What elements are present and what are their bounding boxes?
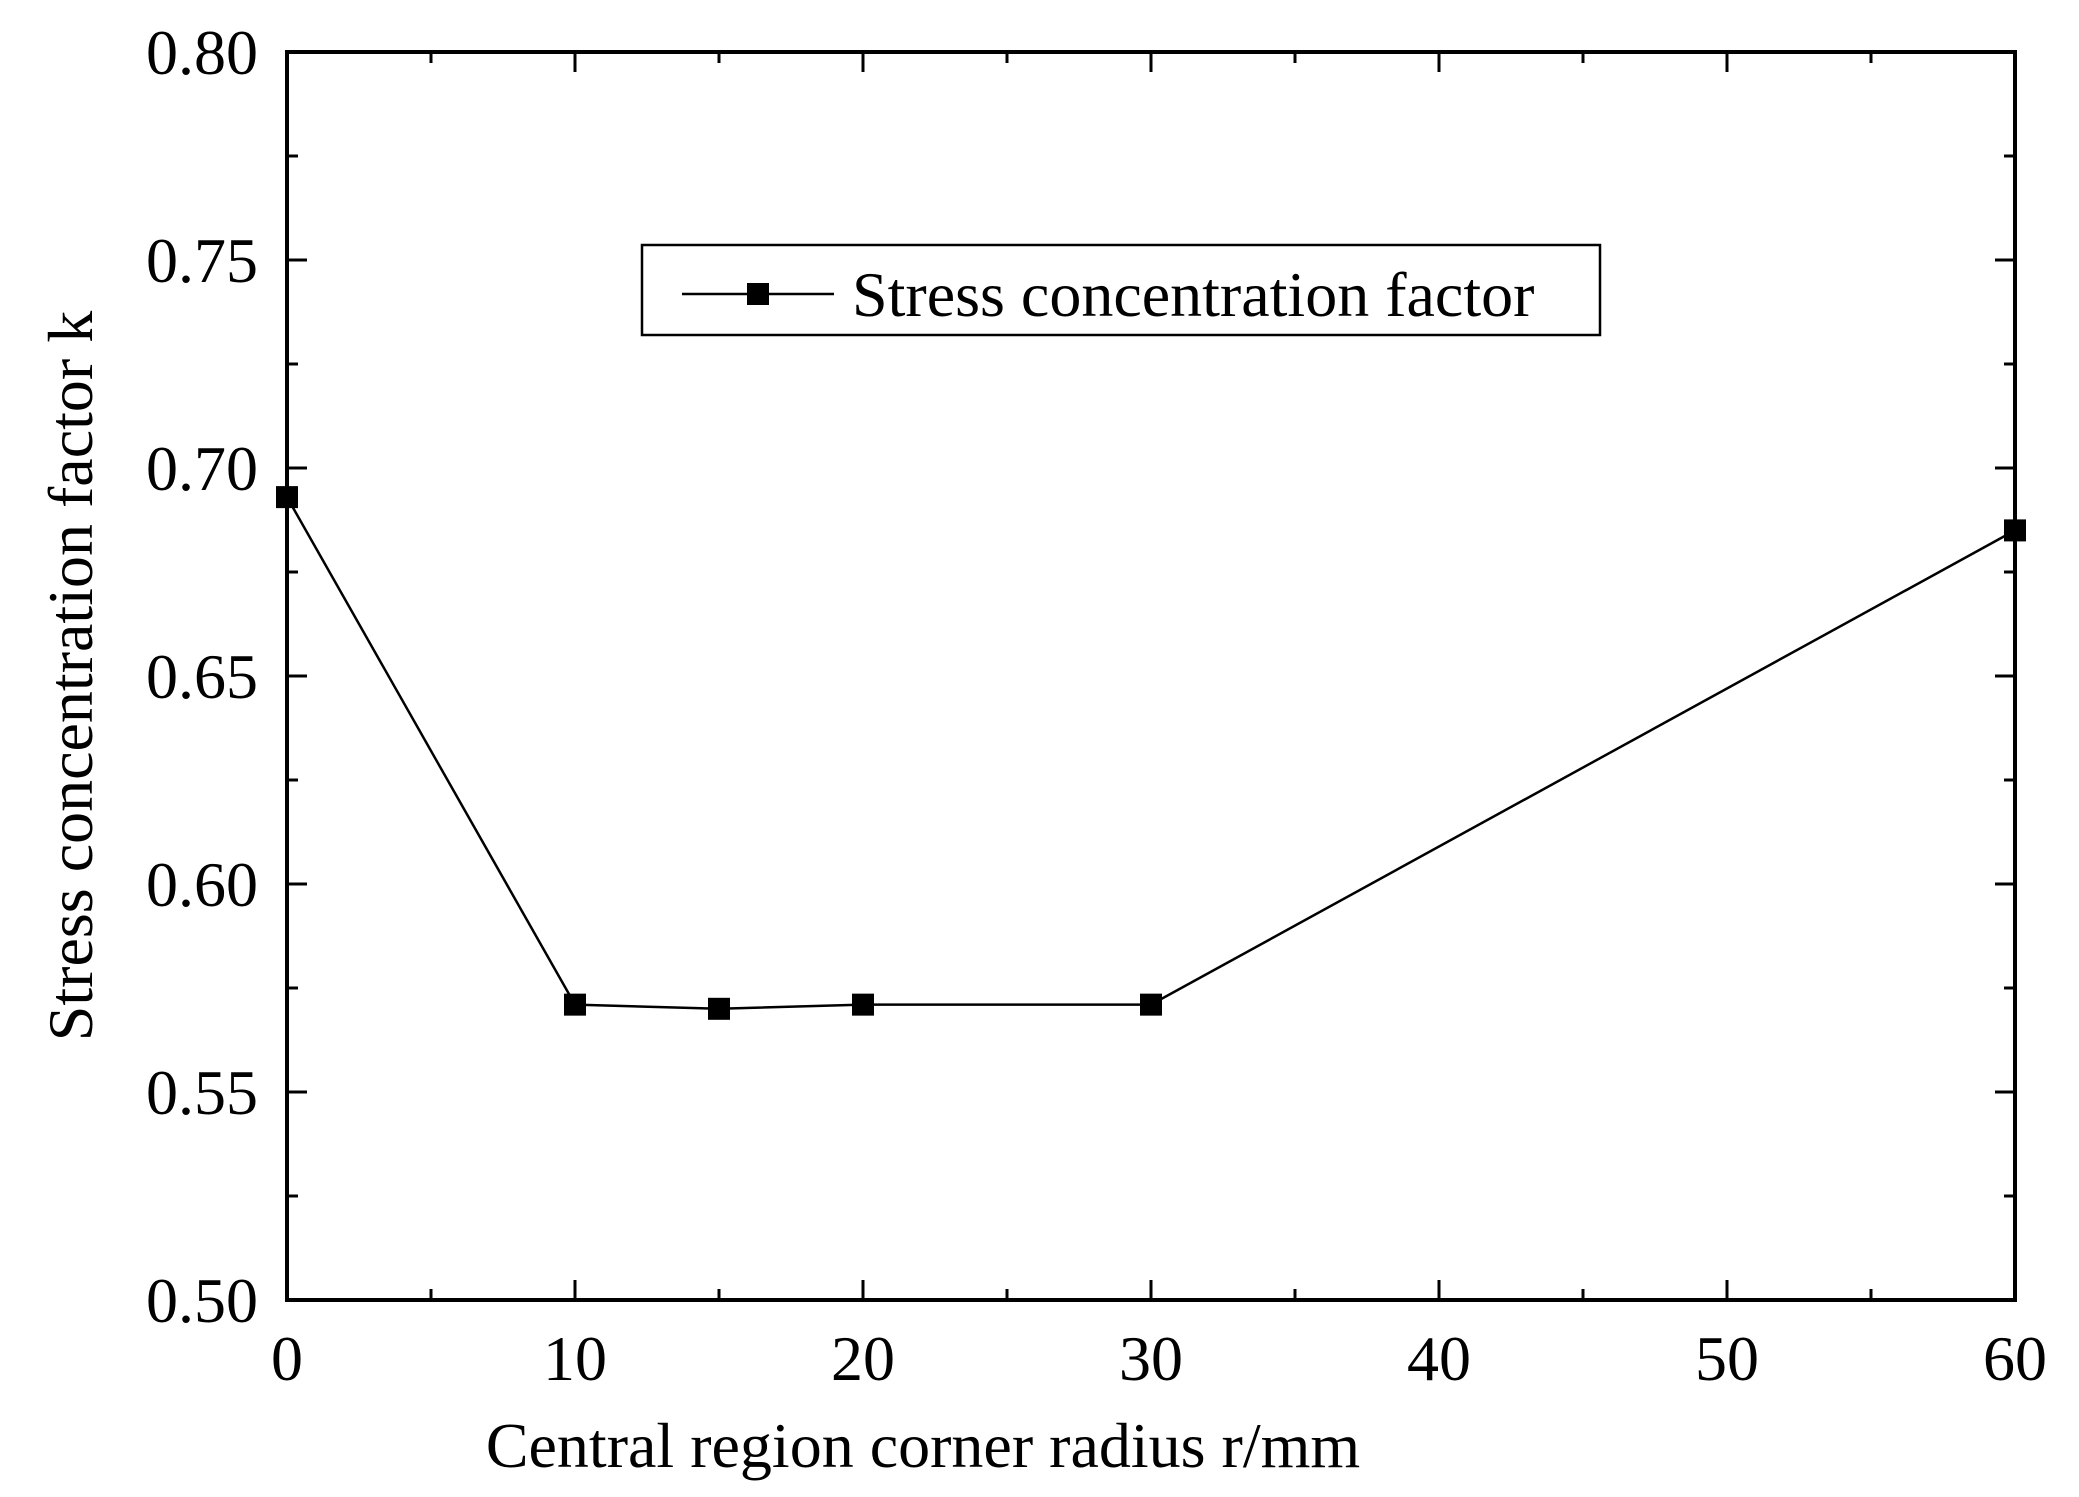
x-tick-label: 10: [543, 1323, 607, 1394]
x-tick-label: 50: [1695, 1323, 1759, 1394]
x-tick-label: 30: [1119, 1323, 1183, 1394]
y-tick-label: 0.50: [146, 1265, 258, 1336]
data-point-marker: [708, 997, 730, 1020]
y-axis-title: Stress concentration factor k: [35, 311, 106, 1041]
data-point-marker: [564, 993, 586, 1016]
series-layer: [276, 486, 2026, 1020]
plot-frame: [285, 50, 2017, 1302]
x-axis-title: Central region corner radius r/mm: [486, 1410, 1360, 1481]
tick-labels-layer: 0 10 20 30 40 50 60 0.50 0.55 0.60 0.65 0.70 0.75 0.8…: [146, 17, 2047, 1394]
legend: Stress concentration factor: [640, 243, 1602, 337]
y-tick-label: 0.75: [146, 225, 258, 296]
data-point-marker: [1140, 993, 1162, 1016]
x-tick-label: 0: [271, 1323, 303, 1394]
y-tick-label: 0.70: [146, 433, 258, 504]
data-point-marker: [852, 993, 874, 1016]
y-tick-label: 0.55: [146, 1057, 258, 1128]
legend-box: [640, 243, 1602, 337]
series-line: [285, 496, 2016, 1011]
legend-marker: [747, 283, 769, 305]
x-tick-label: 40: [1407, 1323, 1471, 1394]
y-tick-label: 0.80: [146, 17, 258, 88]
ticks-layer: [285, 50, 2017, 1302]
x-tick-label: 60: [1983, 1323, 2047, 1394]
legend-label: Stress concentration factor: [852, 259, 1534, 330]
y-tick-label: 0.60: [146, 849, 258, 920]
x-tick-label: 20: [831, 1323, 895, 1394]
data-point-marker: [276, 486, 298, 509]
data-point-marker: [2004, 519, 2026, 542]
y-tick-label: 0.65: [146, 641, 258, 712]
